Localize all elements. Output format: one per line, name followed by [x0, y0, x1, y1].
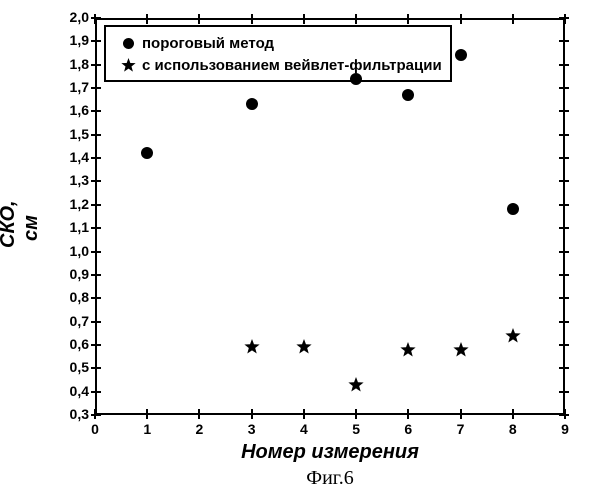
circle-marker [350, 73, 362, 85]
circle-marker [246, 98, 258, 110]
star-icon [114, 58, 142, 73]
star-marker [244, 339, 260, 355]
figure: СКО, см Номер измерения Фиг.6 пороговый … [0, 0, 589, 500]
circle-marker [141, 147, 153, 159]
circle-marker [402, 89, 414, 101]
y-tick-label: 0,7 [49, 313, 89, 329]
y-tick-label: 1,3 [49, 172, 89, 188]
y-tick-label: 1,2 [49, 196, 89, 212]
y-tick-label: 1,8 [49, 56, 89, 72]
legend: пороговый метод с использованием вейвлет-… [104, 25, 452, 82]
legend-row: с использованием вейвлет-фильтрации [114, 54, 442, 76]
legend-label: с использованием вейвлет-фильтрации [142, 57, 442, 74]
x-tick-label: 4 [294, 421, 314, 437]
y-tick-label: 1,0 [49, 243, 89, 259]
x-tick-label: 6 [398, 421, 418, 437]
star-marker [400, 342, 416, 358]
y-tick-label: 1,7 [49, 79, 89, 95]
legend-row: пороговый метод [114, 32, 442, 54]
circle-icon [114, 38, 142, 49]
x-tick-label: 1 [137, 421, 157, 437]
y-tick-label: 0,4 [49, 383, 89, 399]
x-tick-label: 2 [189, 421, 209, 437]
y-tick-label: 0,3 [49, 406, 89, 422]
x-tick-label: 0 [85, 421, 105, 437]
x-tick-label: 8 [503, 421, 523, 437]
figure-caption: Фиг.6 [95, 467, 565, 490]
star-marker [453, 342, 469, 358]
y-tick-label: 1,6 [49, 102, 89, 118]
y-tick-label: 0,5 [49, 359, 89, 375]
y-tick-label: 0,9 [49, 266, 89, 282]
y-tick-label: 1,9 [49, 32, 89, 48]
x-tick-label: 9 [555, 421, 575, 437]
circle-marker [507, 203, 519, 215]
star-marker [296, 339, 312, 355]
y-tick-label: 1,1 [49, 219, 89, 235]
legend-label: пороговый метод [142, 35, 274, 52]
y-axis-label: СКО, см [0, 208, 43, 248]
circle-marker [455, 49, 467, 61]
y-tick-label: 0,8 [49, 289, 89, 305]
x-tick-label: 5 [346, 421, 366, 437]
y-tick-label: 1,5 [49, 126, 89, 142]
y-tick-label: 2,0 [49, 9, 89, 25]
x-tick-label: 3 [242, 421, 262, 437]
y-tick-label: 0,6 [49, 336, 89, 352]
x-tick-label: 7 [451, 421, 471, 437]
star-marker [348, 377, 364, 393]
y-tick-label: 1,4 [49, 149, 89, 165]
x-axis-label: Номер измерения [95, 441, 565, 464]
star-marker [505, 328, 521, 344]
